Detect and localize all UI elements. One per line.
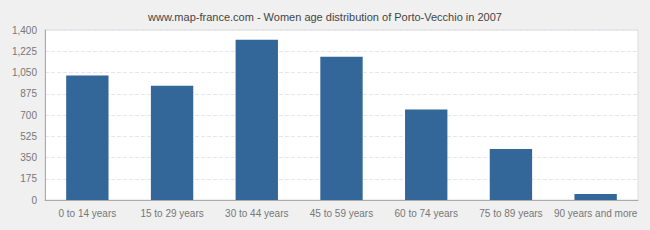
- svg-text:60 to 74 years: 60 to 74 years: [395, 208, 458, 219]
- svg-text:www.map-france.com - Women age: www.map-france.com - Women age distribut…: [147, 11, 502, 23]
- svg-text:350: 350: [20, 152, 37, 163]
- svg-text:45 to 59 years: 45 to 59 years: [310, 208, 373, 219]
- svg-text:1,400: 1,400: [12, 25, 37, 36]
- svg-text:875: 875: [20, 88, 37, 99]
- svg-text:0 to 14 years: 0 to 14 years: [58, 208, 116, 219]
- svg-text:90 years and more: 90 years and more: [554, 208, 638, 219]
- svg-text:15 to 29 years: 15 to 29 years: [140, 208, 203, 219]
- svg-text:0: 0: [31, 195, 37, 206]
- svg-text:1,225: 1,225: [12, 46, 37, 57]
- svg-text:1,050: 1,050: [12, 67, 37, 78]
- svg-text:700: 700: [20, 110, 37, 121]
- svg-text:30 to 44 years: 30 to 44 years: [225, 208, 288, 219]
- svg-text:75 to 89 years: 75 to 89 years: [479, 208, 542, 219]
- svg-text:525: 525: [20, 131, 37, 142]
- svg-text:175: 175: [20, 173, 37, 184]
